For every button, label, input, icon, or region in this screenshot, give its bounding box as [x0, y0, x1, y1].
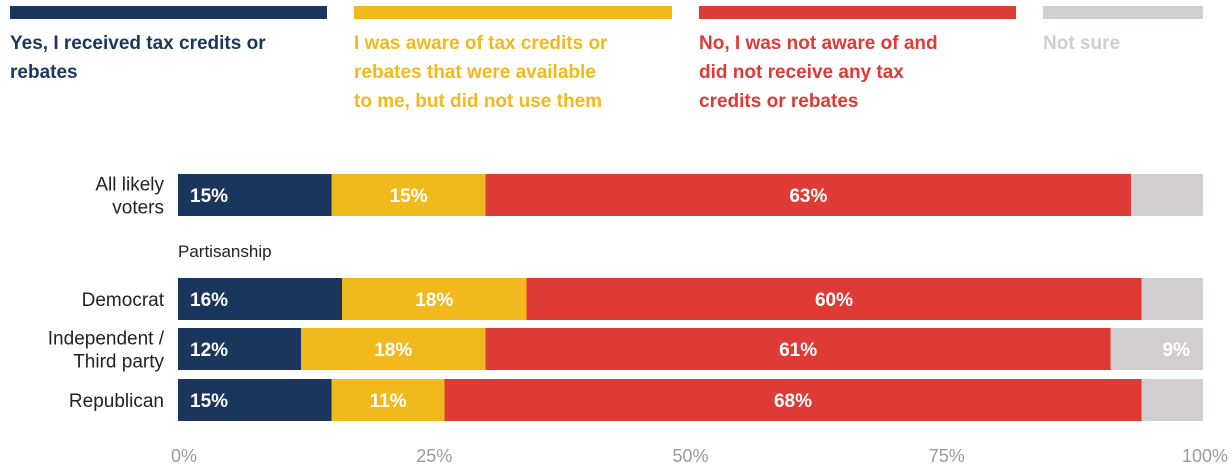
bar-segment	[342, 278, 527, 320]
legend-swatch	[699, 6, 1016, 19]
bar-row-2: 16% 18% 60% Democrat	[82, 278, 1203, 320]
data-label: 9%	[1163, 340, 1191, 361]
bar-row-3: 12% 18% 61% 9% Independent / Third party	[48, 328, 1203, 373]
bar-segment	[1141, 278, 1203, 320]
data-label: 12%	[190, 340, 228, 361]
bar-segment	[485, 328, 1111, 370]
x-tick-label: 75%	[929, 446, 965, 466]
legend-swatch	[354, 6, 672, 19]
group-label: Partisanship	[178, 242, 272, 261]
data-label: 16%	[190, 290, 228, 311]
bar-segment	[331, 379, 445, 421]
data-label: 15%	[190, 391, 228, 412]
bar-segment	[178, 328, 301, 370]
legend-swatch	[10, 6, 327, 19]
bar-segment	[301, 328, 486, 370]
bar-row-1: 15% 15% 63% All likely voters	[95, 174, 1203, 219]
legend-label: Not sure	[1043, 33, 1121, 54]
bar-segment	[178, 174, 332, 216]
bar-segment	[1110, 328, 1203, 370]
data-label: 11%	[370, 391, 407, 412]
data-label: 15%	[190, 186, 228, 207]
x-tick-label: 100%	[1182, 446, 1228, 466]
category-label: All likely voters	[95, 175, 164, 219]
legend-label: No, I was not aware of and did not receiv…	[699, 33, 938, 112]
bar-segment	[178, 379, 332, 421]
data-label: 18%	[415, 290, 453, 311]
data-label: 68%	[774, 391, 812, 412]
legend-item-1: Yes, I received tax credits or rebates	[10, 6, 327, 87]
legend-item-3: No, I was not aware of and did not receiv…	[699, 6, 1016, 116]
bar-segment	[444, 379, 1142, 421]
legend-item-4: Not sure	[1043, 6, 1203, 58]
legend-label: I was aware of tax credits or rebates tha…	[354, 33, 608, 112]
bar-segment	[485, 174, 1132, 216]
bar-segment	[526, 278, 1142, 320]
x-tick-label: 25%	[416, 446, 452, 466]
data-label: 61%	[779, 340, 817, 361]
x-tick-label: 0%	[171, 446, 197, 466]
category-label: Independent / Third party	[48, 329, 165, 373]
data-label: 60%	[815, 290, 853, 311]
x-tick-label: 50%	[672, 446, 708, 466]
legend-label: Yes, I received tax credits or rebates	[10, 33, 266, 83]
data-label: 63%	[789, 186, 827, 207]
legend-swatch	[1043, 6, 1203, 19]
legend-item-2: I was aware of tax credits or rebates tha…	[354, 6, 672, 116]
bar-row-4: 15% 11% 68% Republican	[69, 379, 1203, 421]
bar-segment	[331, 174, 486, 216]
data-label: 18%	[374, 340, 412, 361]
bar-segment	[178, 278, 342, 320]
category-label: Democrat	[82, 290, 165, 311]
data-label: 15%	[390, 186, 428, 207]
bar-segment	[1131, 174, 1203, 216]
category-label: Republican	[69, 391, 164, 412]
bar-segment	[1141, 379, 1203, 421]
